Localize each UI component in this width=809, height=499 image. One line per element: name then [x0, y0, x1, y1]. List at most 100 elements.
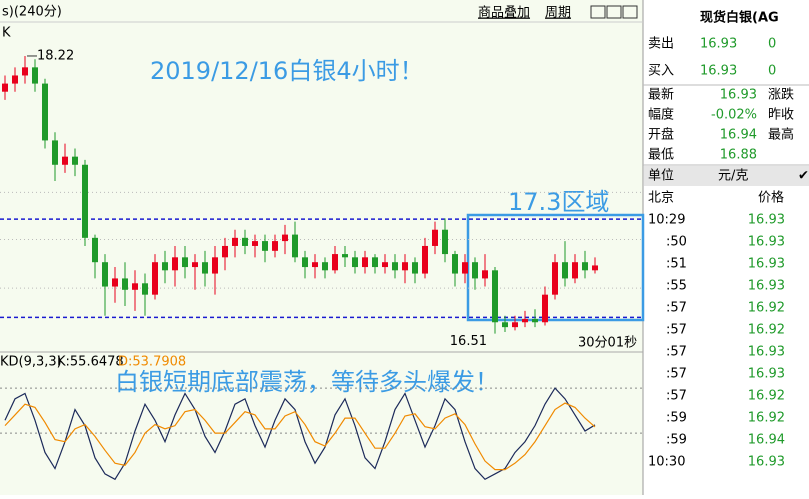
legend-k: K:55.6478: [57, 355, 124, 370]
stat-value: 16.93: [720, 88, 757, 103]
nav-icons[interactable]: [590, 5, 638, 19]
stat-label: 最高: [768, 127, 794, 143]
annotation: 2019/12/16白银4小时！: [150, 57, 424, 85]
candle-body: [182, 257, 188, 268]
candle-body: [472, 262, 478, 279]
tick-time: :57: [666, 323, 687, 338]
order-volume: 0: [768, 64, 776, 79]
candle-body: [82, 164, 88, 238]
stat-label: 涨跌: [768, 87, 794, 103]
candle-body: [122, 278, 128, 290]
candle-body: [282, 234, 288, 242]
order-label: 买入: [648, 64, 674, 79]
icon[interactable]: [590, 5, 606, 19]
candle-body: [582, 262, 588, 271]
tick-price: 16.92: [748, 323, 785, 338]
order-price: 16.93: [700, 64, 737, 79]
tick-time: :57: [666, 389, 687, 404]
order-label: 卖出: [648, 37, 674, 52]
overlay-button[interactable]: 商品叠加: [478, 6, 530, 21]
time: 10:29: [648, 213, 685, 228]
candle-body: [442, 229, 448, 255]
icon[interactable]: [622, 5, 638, 19]
tick-price: 16.92: [748, 411, 785, 426]
candle-body: [252, 241, 258, 246]
candle-body: [512, 322, 518, 328]
cycle-button[interactable]: 周期: [545, 6, 571, 21]
period: s)(240分): [2, 5, 62, 20]
indicator-label: KD(9,3,3): [0, 355, 62, 370]
candle-body: [202, 262, 208, 274]
candle-body: [382, 262, 388, 268]
stat-label: 昨收: [768, 108, 794, 123]
candle-body: [32, 67, 38, 84]
stat-value: 16.94: [720, 128, 757, 143]
kd-line: [4, 387, 596, 481]
candle-body: [212, 257, 218, 274]
stat-value: -0.02%: [711, 108, 757, 123]
legend-d: D:53.7908: [118, 355, 186, 370]
annotation: 白银短期底部震荡，等待多头爆发！: [115, 368, 499, 396]
candle-body: [242, 237, 248, 246]
stat-label: 开盘: [648, 127, 674, 143]
tick-time: :57: [666, 301, 687, 316]
tick-time: :59: [666, 411, 687, 426]
candle-body: [412, 262, 418, 274]
order-volume: 0: [768, 37, 776, 52]
tick-time: :59: [666, 433, 687, 448]
candle-body: [232, 237, 238, 246]
candle-body: [332, 254, 338, 271]
annotation: 17.3区域: [508, 188, 609, 216]
tick-time: :57: [666, 345, 687, 360]
candle-body: [132, 283, 138, 290]
tick-price: 16.94: [748, 433, 785, 448]
candle-body: [322, 262, 328, 271]
min-label: 16.51: [450, 334, 487, 349]
icon[interactable]: [606, 5, 622, 19]
tick-price: 16.93: [748, 235, 785, 250]
unit: 元/克: [718, 169, 748, 184]
candle-body: [562, 262, 568, 279]
candle-body: [92, 237, 98, 263]
candle-body: [572, 262, 578, 279]
candle-body: [362, 257, 368, 268]
tick-price: 16.93: [748, 367, 785, 382]
candle-body: [62, 156, 68, 165]
candle-body: [592, 265, 598, 271]
chart-label: K: [2, 26, 11, 41]
candle-body: [352, 257, 358, 268]
candle-body: [462, 262, 468, 274]
stat-label: 最新: [648, 87, 674, 103]
candle-body: [502, 322, 508, 328]
candle-body: [392, 262, 398, 271]
candle-body: [152, 262, 158, 295]
header: 北京: [648, 191, 674, 206]
stat-label: 幅度: [648, 107, 674, 123]
candle-body: [52, 140, 58, 165]
tick-price: 16.92: [748, 301, 785, 316]
kd-line: [4, 402, 596, 471]
candle-body: [12, 75, 18, 84]
candle-body: [342, 254, 348, 258]
check: ✔: [798, 169, 809, 184]
candle-body: [482, 270, 488, 279]
candle-body: [312, 262, 318, 268]
candle-body: [42, 83, 48, 141]
candle-body: [542, 294, 548, 323]
candle-body: [192, 262, 198, 268]
candle-body: [72, 156, 78, 165]
tick-time: :50: [666, 235, 687, 250]
header: 价格: [758, 190, 784, 206]
unit-row: [644, 166, 809, 186]
candle-body: [262, 241, 268, 251]
candle-body: [302, 257, 308, 268]
max-label: 18.22: [37, 48, 74, 63]
order-price: 16.93: [700, 37, 737, 52]
tick-time: :51: [666, 257, 687, 272]
candle-body: [522, 319, 528, 323]
tick-time: :55: [666, 279, 687, 294]
candle-body: [372, 257, 378, 268]
tick-price: 16.93: [748, 279, 785, 294]
